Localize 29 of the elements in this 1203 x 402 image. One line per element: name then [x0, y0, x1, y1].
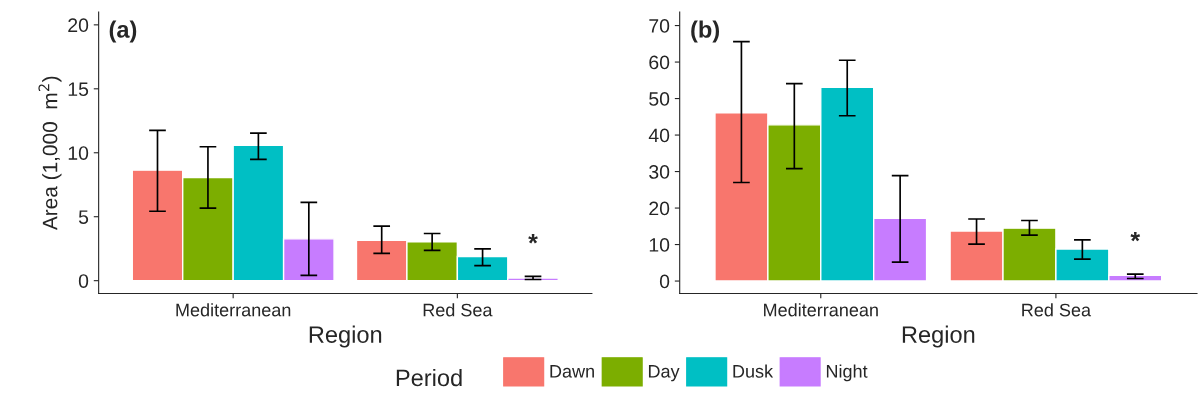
legend-label: Night [826, 364, 868, 382]
chart-title: (b) [691, 20, 720, 43]
y-tick-label: 10 [68, 146, 89, 160]
legend-label: Dawn [550, 365, 594, 378]
x-tick-label: Mediterranean [764, 303, 878, 317]
chart-title: (a) [109, 20, 137, 43]
x-axis-title: Region [309, 325, 382, 348]
x-tick-label: Mediterranean [176, 303, 291, 317]
y-tick-label: 15 [68, 82, 89, 97]
x-tick-label: Red Sea [1022, 303, 1092, 317]
y-tick-label: 20 [68, 18, 89, 33]
y-tick-label: 70 [649, 19, 670, 33]
y-tick-label: 30 [649, 165, 670, 179]
y-axis-title: Area (1,000 m$^{2}$) [38, 76, 62, 231]
y-tick-label: 50 [649, 92, 670, 106]
y-tick-label: 10 [649, 238, 670, 252]
legend-label: Dusk [733, 364, 774, 378]
y-tick-label: 20 [649, 201, 670, 216]
legend-title: Period [396, 368, 462, 387]
x-axis-title: Region [902, 325, 975, 348]
y-tick-label: 40 [648, 128, 670, 143]
annotation: * [1130, 231, 1141, 242]
y-tick-label: 60 [649, 55, 670, 70]
annotation: * [528, 234, 538, 244]
y-tick-label: 5 [78, 210, 89, 224]
x-tick-label: Red Sea [423, 303, 493, 317]
legend-label: Day [648, 365, 680, 382]
y-tick-label: 0 [78, 274, 89, 288]
y-tick-label: 0 [659, 274, 670, 289]
